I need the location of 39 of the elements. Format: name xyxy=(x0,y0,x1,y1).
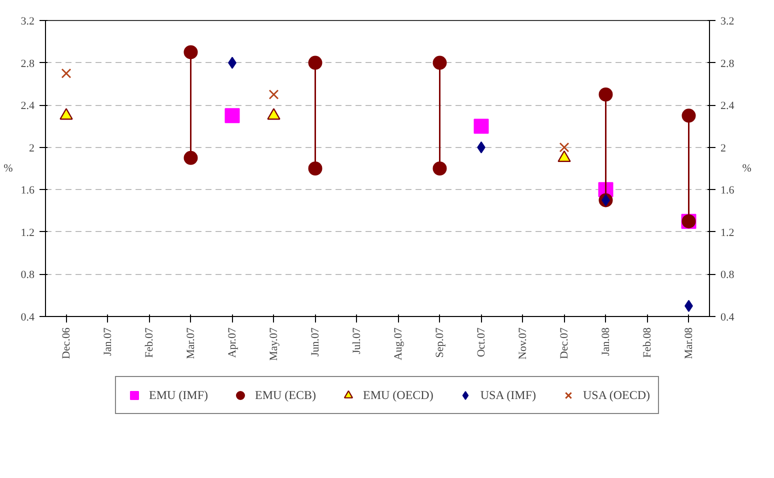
y-tick-label: 1.2 xyxy=(20,226,34,239)
legend-label: USA (IMF) xyxy=(480,388,536,402)
y-tick-label: 0.8 xyxy=(20,269,35,282)
legend-label: EMU (ECB) xyxy=(254,388,316,402)
y2-tick-label: 2 xyxy=(720,142,726,154)
x-tick-label: Oct.07 xyxy=(475,327,488,358)
x-tick-label: Jan.08 xyxy=(600,327,612,356)
x-tick-label: Dec.07 xyxy=(558,327,570,359)
x-tick-label: Dec.06 xyxy=(60,327,72,359)
y2-tick-label: 2.4 xyxy=(720,100,735,112)
y2-tick-label: 0.8 xyxy=(720,269,735,282)
y2-tick-label: 1.2 xyxy=(720,226,734,239)
x-tick-label: Feb.08 xyxy=(641,327,654,358)
y-tick-label: 2.4 xyxy=(20,100,35,112)
x-tick-label: Mar.08 xyxy=(682,327,695,359)
x-tick-label: Feb.07 xyxy=(143,327,156,358)
x-tick-label: Apr.07 xyxy=(226,327,238,358)
y-axis-title: % xyxy=(4,162,13,174)
y2-tick-label: 3.2 xyxy=(720,16,734,28)
y-tick-label: 2.8 xyxy=(20,58,35,70)
x-tick-label: Nov.07 xyxy=(516,327,529,360)
legend-label: EMU (OECD) xyxy=(362,388,434,402)
y-tick-label: 0.4 xyxy=(20,312,35,324)
y-tick-label: 2 xyxy=(29,142,34,154)
x-tick-label: Mar.07 xyxy=(184,327,197,359)
x-tick-label: Jul.07 xyxy=(350,327,363,354)
x-tick-label: May.07 xyxy=(268,327,280,361)
y2-axis-title: % xyxy=(742,162,752,174)
y-tick-label: 3.2 xyxy=(20,16,34,28)
x-tick-label: Jun.07 xyxy=(309,327,322,357)
x-tick-label: Sep.07 xyxy=(434,327,446,358)
y-tick-label: 1.6 xyxy=(20,184,35,197)
y2-tick-label: 0.4 xyxy=(720,312,735,324)
legend-label: EMU (IMF) xyxy=(148,388,208,402)
x-tick-label: Jan.07 xyxy=(102,327,114,356)
y2-tick-label: 2.8 xyxy=(720,58,735,70)
x-tick-label: Aug.07 xyxy=(392,327,404,360)
y2-tick-label: 1.6 xyxy=(720,184,735,197)
legend-label: USA (OECD) xyxy=(583,388,650,402)
